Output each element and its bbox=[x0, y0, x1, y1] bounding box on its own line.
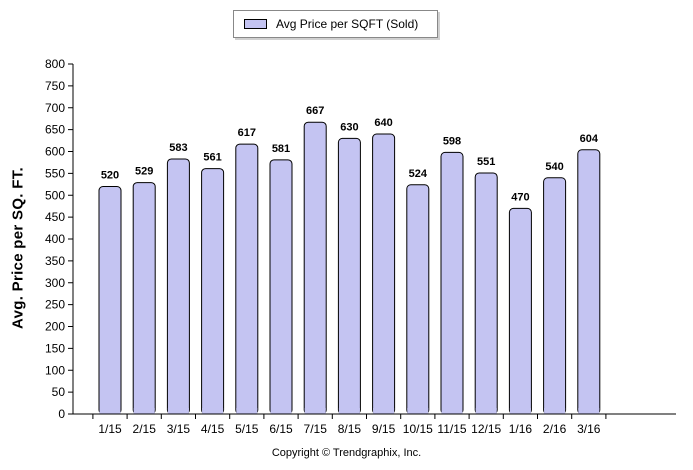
y-tick-label: 400 bbox=[45, 232, 65, 246]
data-label-3-15: 583 bbox=[169, 142, 187, 154]
chart-axes: 0 50 100 150 200 250 300 350 400 450 500 550 600 650 7… bbox=[45, 57, 676, 436]
data-label-9-15: 640 bbox=[374, 117, 392, 129]
y-tick-label: 50 bbox=[52, 385, 66, 399]
x-tick-label: 2/16 bbox=[543, 422, 567, 436]
legend-label: Avg Price per SQFT (Sold) bbox=[276, 17, 419, 31]
data-label-7-15: 667 bbox=[306, 105, 324, 117]
bar-base-fill bbox=[270, 408, 292, 414]
data-label-12-15: 551 bbox=[477, 156, 495, 168]
bar-base-fill bbox=[578, 408, 600, 414]
data-label-1-16: 470 bbox=[511, 191, 529, 203]
y-tick-label: 800 bbox=[45, 57, 65, 71]
bar-3-15 bbox=[166, 158, 190, 415]
bar-base-fill bbox=[304, 408, 326, 414]
bar-base-fill bbox=[133, 408, 155, 414]
bar-10-15 bbox=[406, 184, 430, 415]
data-label-2-16: 540 bbox=[545, 161, 563, 173]
bar-1-15 bbox=[98, 186, 122, 415]
bar-base-fill bbox=[441, 408, 463, 414]
y-tick-label: 150 bbox=[45, 341, 65, 355]
y-axis-label: Avg. Price per SQ. FT. bbox=[9, 167, 27, 329]
bar-5-15 bbox=[235, 143, 259, 415]
bar-3-16 bbox=[577, 149, 601, 415]
x-tick-label: 8/15 bbox=[338, 422, 362, 436]
y-tick-label: 250 bbox=[45, 298, 65, 312]
bar-base-fill bbox=[236, 408, 258, 414]
bar-1-16 bbox=[508, 207, 532, 415]
x-tick-label: 11/15 bbox=[437, 422, 466, 436]
x-tick-label: 3/15 bbox=[167, 422, 191, 436]
bar-12-15 bbox=[474, 172, 498, 415]
bar-4-15 bbox=[201, 168, 225, 415]
chart-data-labels: 520 529 583 561 617 581 667 630 640 524 598 551 470 5… bbox=[101, 105, 599, 203]
x-tick-label: 10/15 bbox=[403, 422, 433, 436]
chart-legend: Avg Price per SQFT (Sold) bbox=[233, 10, 438, 38]
bar-base-fill bbox=[99, 408, 121, 414]
y-tick-label: 700 bbox=[45, 101, 65, 115]
data-label-3-16: 604 bbox=[580, 133, 599, 145]
data-label-2-15: 529 bbox=[135, 166, 153, 178]
x-tick-label: 12/15 bbox=[471, 422, 501, 436]
bar-8-15 bbox=[337, 137, 361, 415]
data-label-11-15: 598 bbox=[443, 135, 461, 147]
bar-base-fill bbox=[407, 408, 429, 414]
bar-base-fill bbox=[338, 408, 360, 414]
y-tick-label: 350 bbox=[45, 254, 65, 268]
bar-base-fill bbox=[475, 408, 497, 414]
y-tick-label: 600 bbox=[45, 145, 65, 159]
y-tick-label: 450 bbox=[45, 210, 65, 224]
data-label-5-15: 617 bbox=[238, 127, 256, 139]
y-tick-label: 500 bbox=[45, 188, 65, 202]
y-tick-label: 550 bbox=[45, 166, 65, 180]
bar-base-fill bbox=[509, 408, 531, 414]
x-tick-label: 4/15 bbox=[201, 422, 225, 436]
bar-base-fill bbox=[373, 408, 395, 414]
bar-7-15 bbox=[303, 121, 327, 415]
x-tick-label: 9/15 bbox=[372, 422, 396, 436]
data-label-8-15: 630 bbox=[340, 121, 358, 133]
x-tick-label: 5/15 bbox=[235, 422, 259, 436]
bar-base-fill bbox=[202, 408, 224, 414]
bar-11-15 bbox=[440, 151, 464, 415]
bar-2-16 bbox=[543, 177, 567, 415]
x-tick-label: 2/15 bbox=[133, 422, 157, 436]
bar-9-15 bbox=[372, 133, 396, 415]
bar-6-15 bbox=[269, 159, 293, 415]
data-label-4-15: 561 bbox=[203, 152, 221, 164]
legend-swatch bbox=[244, 19, 267, 29]
data-label-10-15: 524 bbox=[409, 168, 428, 180]
y-tick-label: 750 bbox=[45, 79, 65, 93]
copyright-text: Copyright © Trendgraphix, Inc. bbox=[271, 447, 422, 459]
y-tick-label: 200 bbox=[45, 320, 65, 334]
data-label-6-15: 581 bbox=[272, 143, 290, 155]
x-tick-label: 7/15 bbox=[304, 422, 328, 436]
bar-2-15 bbox=[132, 182, 156, 415]
bar-base-fill bbox=[544, 408, 566, 414]
x-tick-label: 1/15 bbox=[98, 422, 122, 436]
y-tick-label: 650 bbox=[45, 123, 65, 137]
x-tick-label: 1/16 bbox=[509, 422, 533, 436]
x-tick-label: 6/15 bbox=[269, 422, 293, 436]
y-tick-label: 0 bbox=[58, 407, 65, 421]
data-label-1-15: 520 bbox=[101, 170, 119, 182]
chart-bars bbox=[98, 121, 601, 415]
x-tick-label: 3/16 bbox=[577, 422, 601, 436]
y-tick-label: 100 bbox=[45, 363, 65, 377]
y-tick-label: 300 bbox=[45, 276, 65, 290]
bar-base-fill bbox=[167, 408, 189, 414]
